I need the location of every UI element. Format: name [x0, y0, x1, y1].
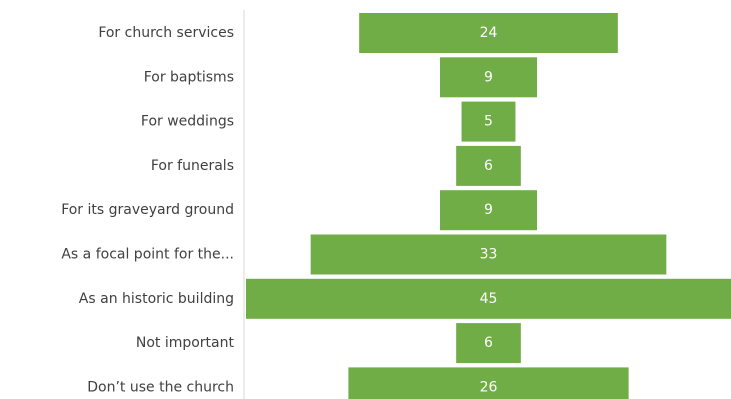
category-label: As a focal point for the... [61, 247, 234, 263]
funnel-bar [440, 190, 537, 231]
data-label: 24 [480, 25, 498, 41]
category-label: For baptisms [144, 69, 234, 85]
category-label: As an historic building [79, 291, 234, 307]
funnel-bar [440, 57, 537, 98]
data-label: 5 [484, 114, 493, 130]
data-label: 6 [484, 158, 493, 174]
funnel-bar [456, 145, 521, 186]
category-label: For church services [98, 25, 234, 41]
category-label: Don’t use the church [87, 379, 234, 395]
funnel-bar [310, 234, 667, 275]
data-label: 9 [484, 69, 493, 85]
category-label: Not important [136, 335, 235, 351]
category-label: For weddings [141, 114, 234, 130]
data-label: 6 [484, 335, 493, 351]
category-label: For its graveyard ground [61, 202, 234, 218]
funnel-bar [348, 367, 629, 399]
data-label: 45 [480, 291, 498, 307]
funnel-bar [461, 101, 516, 142]
data-label: 26 [480, 379, 498, 395]
data-label: 33 [480, 247, 498, 263]
funnel-bar [359, 13, 618, 53]
funnel-bar [246, 278, 731, 319]
category-label: For funerals [151, 158, 234, 174]
funnel-bar [456, 323, 521, 364]
data-label: 9 [484, 202, 493, 218]
